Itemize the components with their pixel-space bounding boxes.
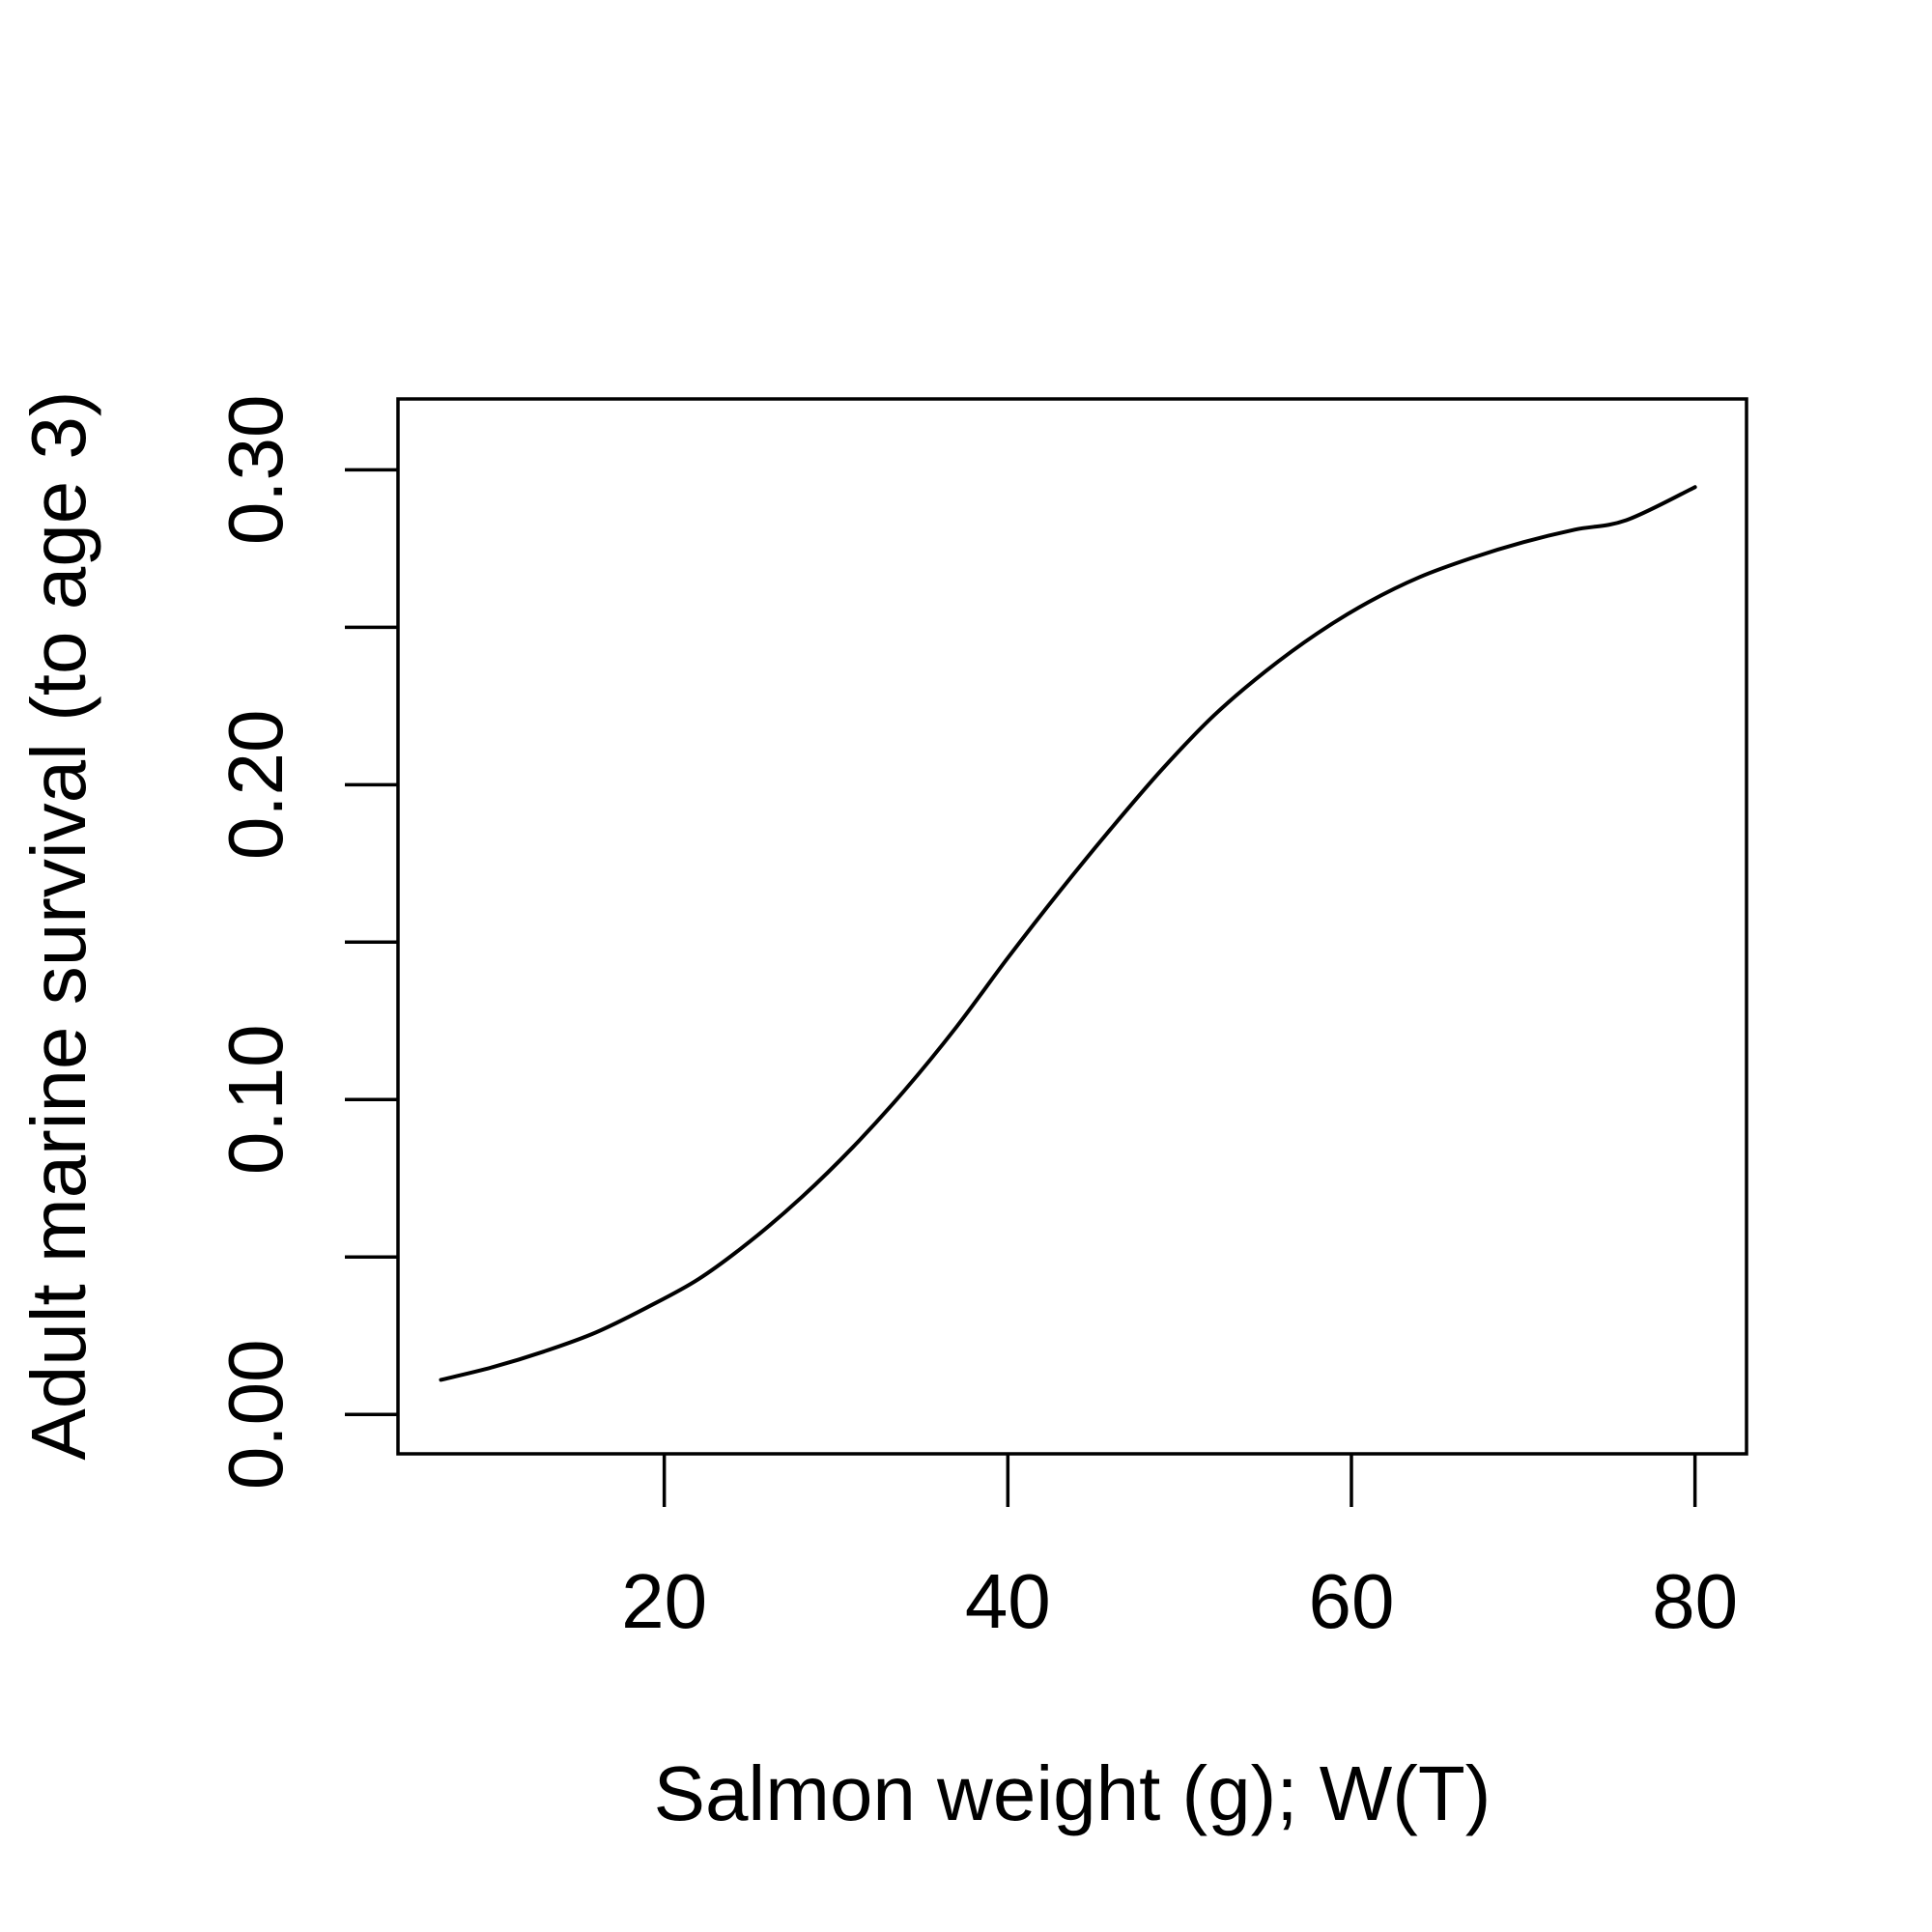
y-tick-label: 0.30 (213, 394, 298, 545)
y-tick-label: 0.00 (213, 1339, 298, 1490)
y-tick-label: 0.10 (213, 1024, 298, 1175)
x-tick-label: 40 (965, 1558, 1051, 1644)
x-tick-label: 20 (621, 1558, 707, 1644)
x-tick-label: 80 (1652, 1558, 1738, 1644)
plot-frame (396, 397, 1748, 1456)
x-tick-label: 60 (1308, 1558, 1394, 1644)
y-tick-label: 0.20 (213, 709, 298, 860)
plot-area: 20 40 60 80 0.00 0.10 0.20 0.30 (213, 394, 1748, 1644)
y-axis-title: Adult marine survival (to age 3) (15, 390, 101, 1460)
x-axis-title: Salmon weight (g); W(T) (654, 1750, 1492, 1836)
survival-curve (439, 485, 1697, 1382)
